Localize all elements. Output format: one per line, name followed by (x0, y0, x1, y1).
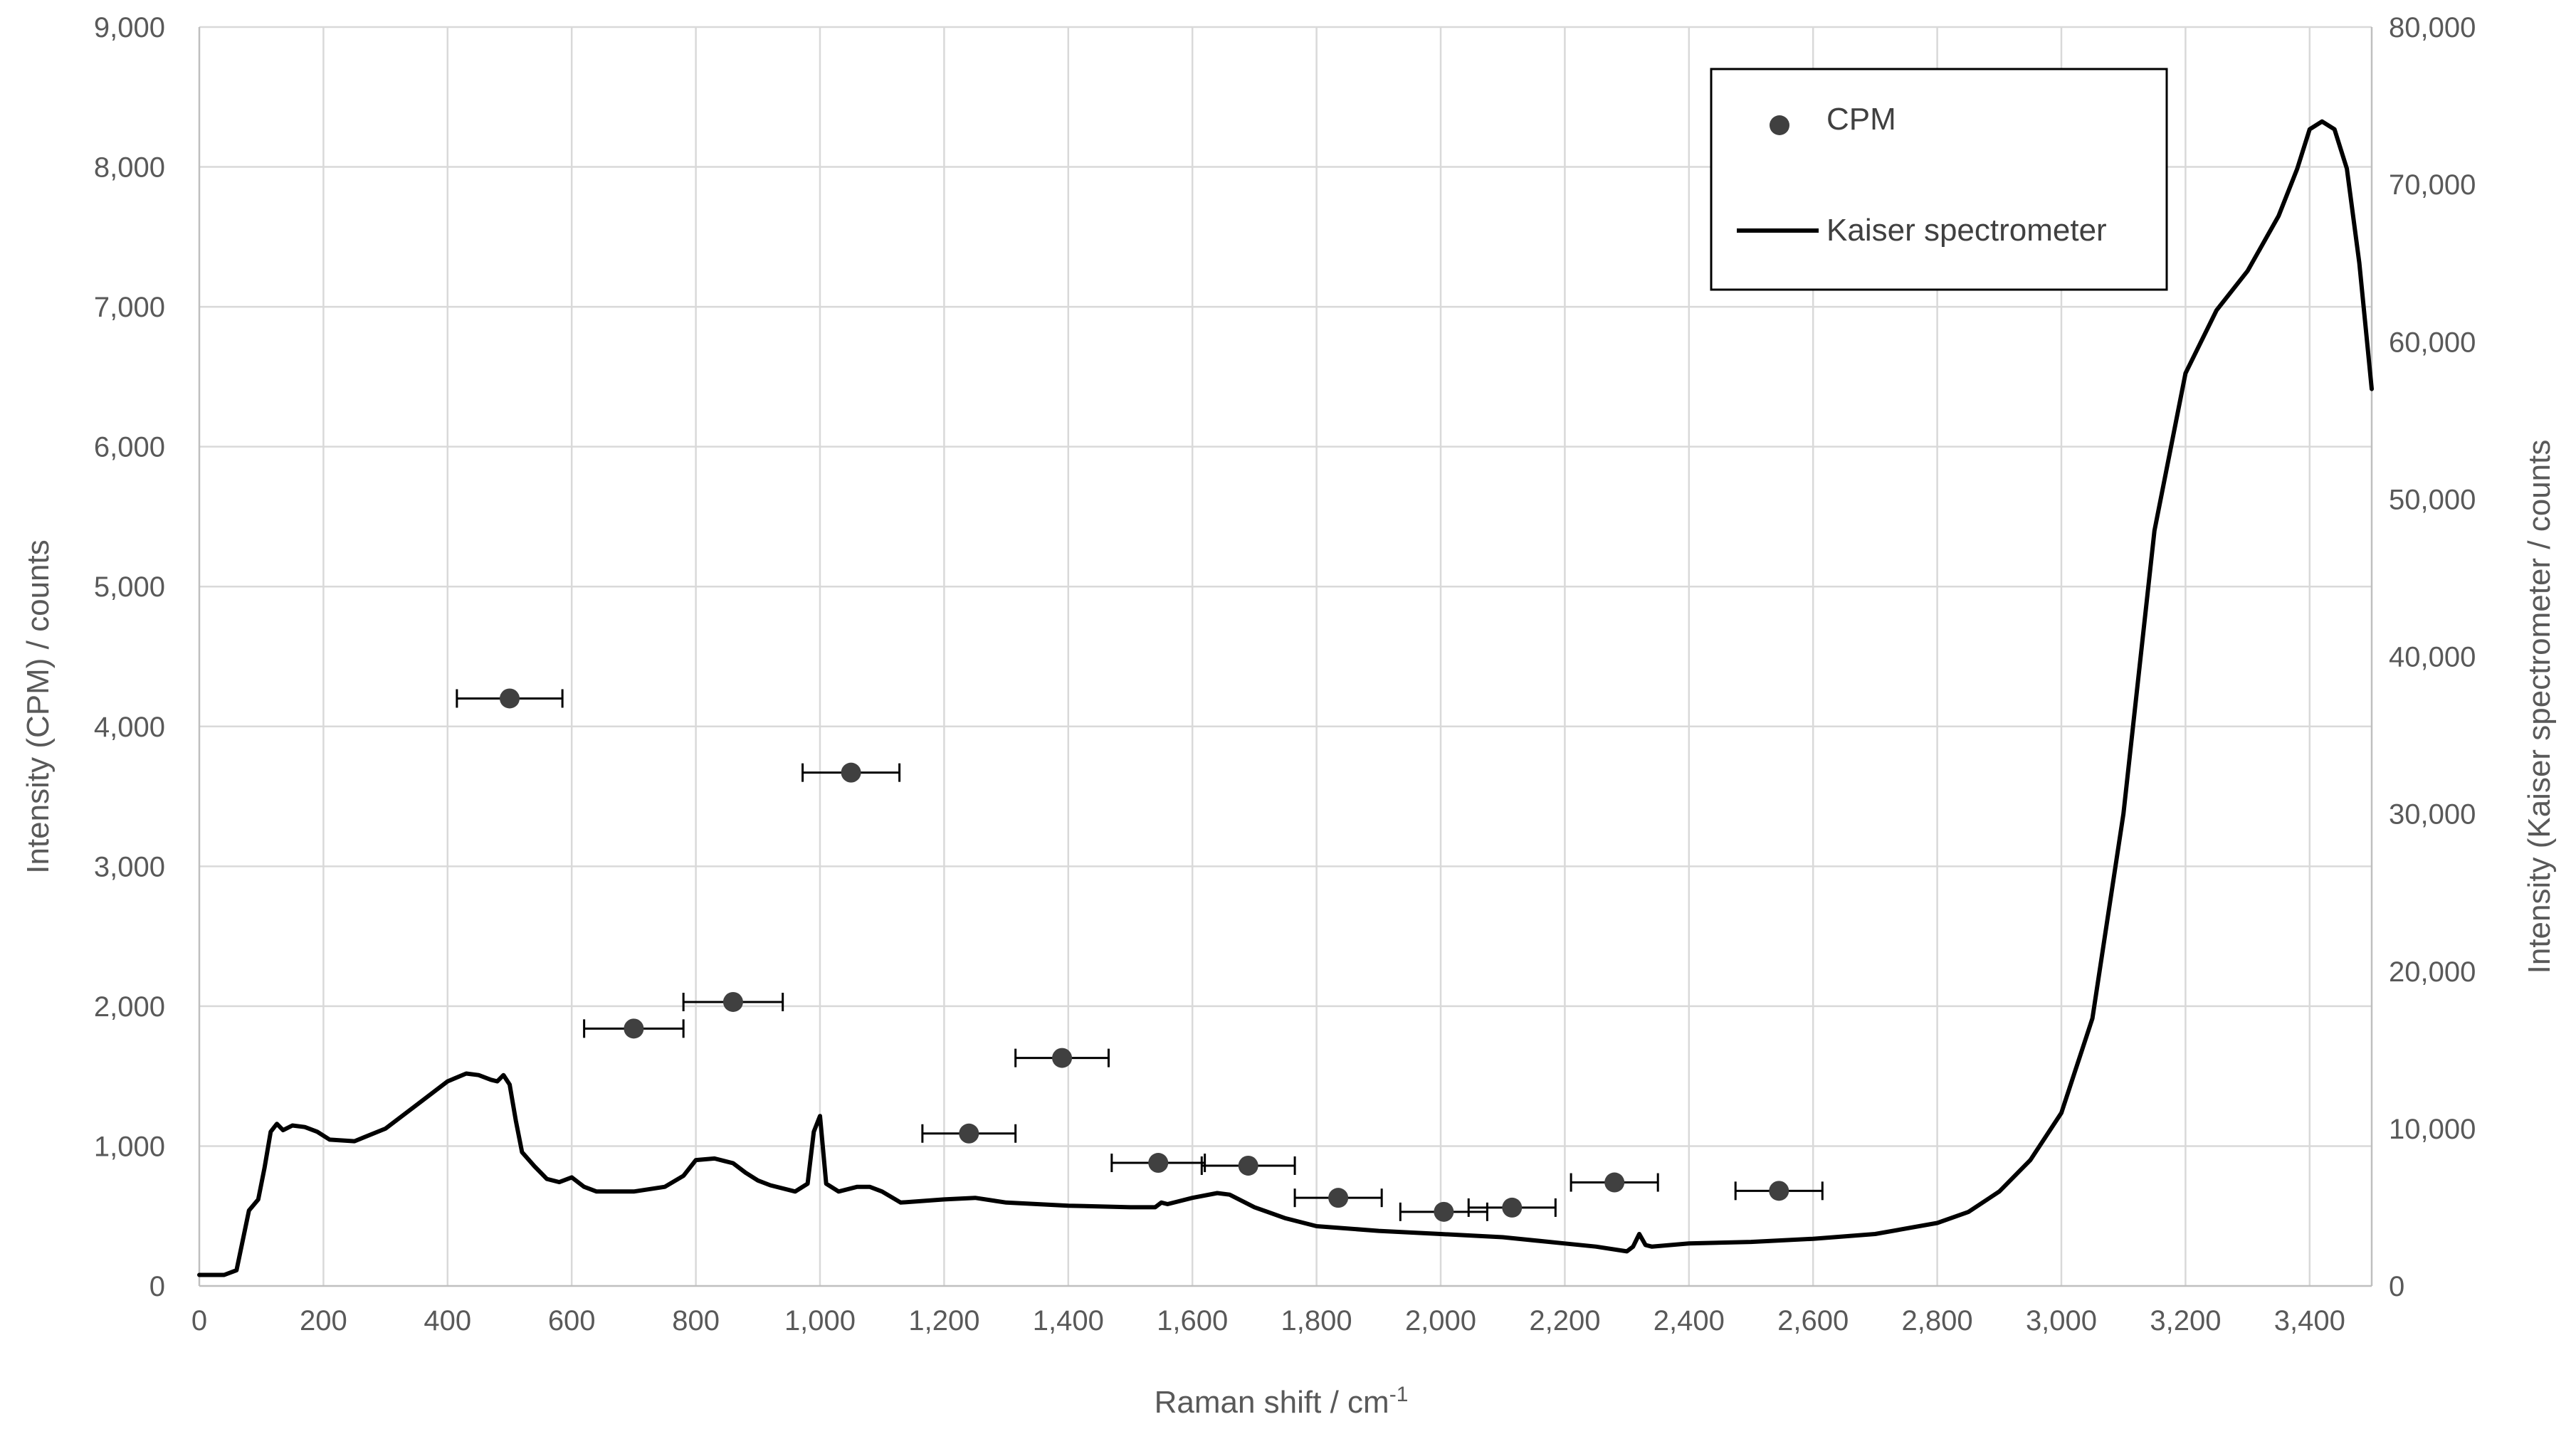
x-tick-label: 200 (300, 1305, 347, 1336)
y-right-tick-label: 50,000 (2389, 484, 2476, 515)
cpm-point-group (1014, 1048, 1110, 1068)
y-left-axis-title: Intensity (CPM) / counts (21, 539, 56, 873)
y-right-tick-labels: 0 10,000 20,000 30,000 40,000 50,000 60,000 70,… (2389, 12, 2476, 1302)
cpm-point (722, 991, 743, 1012)
kaiser-series (197, 119, 2374, 1277)
x-tick-label: 3,000 (2026, 1305, 2097, 1336)
y-left-tick-label: 2,000 (94, 991, 165, 1023)
cpm-point-group (682, 991, 784, 1012)
x-tick-label: 2,600 (1777, 1305, 1849, 1336)
legend-box (1710, 68, 2168, 291)
x-tick-label: 1,400 (1033, 1305, 1104, 1336)
cpm-point (959, 1123, 979, 1144)
y-left-tick-label: 6,000 (94, 432, 165, 463)
x-tick-label: 1,000 (784, 1305, 856, 1336)
x-tick-labels: 0 200 400 600 800 1,000 1,200 1,400 1,600 1,800 2,… (191, 1305, 2345, 1336)
cpm-point-group (1399, 1201, 1488, 1222)
cpm-point (1502, 1197, 1523, 1218)
y-right-tick-label: 20,000 (2389, 956, 2476, 988)
cpm-point-group (583, 1018, 685, 1039)
x-tick-label: 1,200 (908, 1305, 979, 1336)
cpm-point (624, 1018, 644, 1039)
cpm-point (500, 688, 520, 709)
cpm-point (1328, 1188, 1349, 1208)
y-right-tick-label: 10,000 (2389, 1114, 2476, 1145)
y-left-tick-label: 5,000 (94, 571, 165, 603)
cpm-series (456, 688, 1824, 1222)
cpm-point (1434, 1201, 1454, 1222)
cpm-point-group (1570, 1172, 1659, 1193)
cpm-point-group (1200, 1155, 1296, 1176)
x-tick-label: 2,200 (1529, 1305, 1600, 1336)
cpm-point-group (1293, 1188, 1383, 1208)
cpm-point-group (456, 688, 564, 709)
cpm-point (1052, 1048, 1073, 1068)
y-left-tick-label: 4,000 (94, 712, 165, 743)
cpm-point (841, 762, 861, 783)
y-left-tick-label: 3,000 (94, 851, 165, 882)
x-tick-label: 2,800 (1902, 1305, 1973, 1336)
x-tick-label: 400 (424, 1305, 471, 1336)
x-axis-title: Raman shift / cm-1 (1155, 1383, 1409, 1420)
legend-cpm-label: CPM (1826, 102, 1896, 137)
y-left-tick-labels: 0 1,000 2,000 3,000 4,000 5,000 6,000 7,000 8,00… (94, 12, 165, 1302)
y-left-tick-label: 1,000 (94, 1131, 165, 1162)
kaiser-line (197, 119, 2374, 1277)
y-right-tick-label: 80,000 (2389, 12, 2476, 43)
x-tick-label: 3,400 (2274, 1305, 2345, 1336)
cpm-point-group (1467, 1197, 1557, 1218)
y-right-axis-title: Intensity (Kaiser spectrometer / counts (2522, 440, 2557, 974)
legend: CPM Kaiser spectrometer (1710, 68, 2168, 291)
cpm-point (1769, 1181, 1789, 1201)
y-right-tick-label: 0 (2389, 1271, 2404, 1302)
x-tick-label: 800 (672, 1305, 720, 1336)
y-left-tick-label: 7,000 (94, 292, 165, 323)
x-tick-label: 1,800 (1281, 1305, 1352, 1336)
x-tick-label: 0 (191, 1305, 207, 1336)
cpm-point-group (801, 762, 901, 783)
legend-cpm-marker (1770, 115, 1789, 135)
y-right-tick-label: 30,000 (2389, 799, 2476, 830)
x-tick-label: 2,400 (1654, 1305, 1725, 1336)
cpm-point-group (1110, 1153, 1206, 1174)
x-tick-label: 600 (548, 1305, 596, 1336)
legend-kaiser-label: Kaiser spectrometer (1826, 213, 2107, 248)
y-right-tick-label: 70,000 (2389, 169, 2476, 201)
grid (199, 26, 2372, 1286)
cpm-point (1148, 1153, 1169, 1174)
cpm-point-group (921, 1123, 1017, 1144)
y-left-tick-label: 9,000 (94, 12, 165, 43)
y-left-tick-label: 8,000 (94, 152, 165, 184)
x-tick-label: 3,200 (2150, 1305, 2221, 1336)
x-tick-label: 2,000 (1405, 1305, 1476, 1336)
cpm-point (1238, 1155, 1258, 1176)
y-left-tick-label: 0 (149, 1271, 165, 1302)
y-right-tick-label: 60,000 (2389, 327, 2476, 358)
axes (198, 27, 2373, 1287)
cpm-point-group (1734, 1181, 1824, 1201)
cpm-point (1604, 1172, 1625, 1193)
x-tick-label: 1,600 (1157, 1305, 1228, 1336)
y-right-tick-label: 40,000 (2389, 642, 2476, 673)
